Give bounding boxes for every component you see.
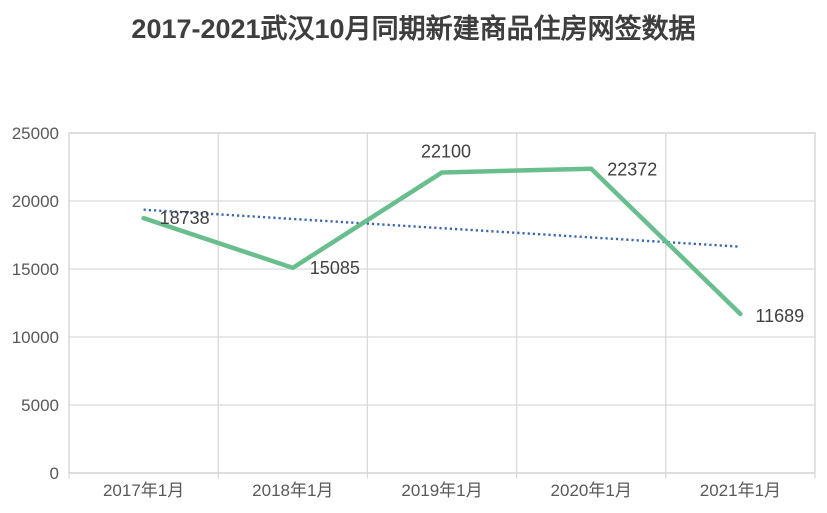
y-axis-label: 5000 (21, 396, 59, 415)
data-label: 15085 (310, 258, 360, 278)
y-axis-label: 15000 (12, 260, 59, 279)
data-label: 11689 (755, 306, 804, 326)
x-axis-label: 2018年1月 (252, 481, 333, 500)
plot-border (68, 132, 816, 474)
x-axis-label: 2020年1月 (551, 481, 632, 500)
series-line (141, 166, 743, 317)
data-label: 18738 (160, 208, 210, 228)
y-axis-label: 0 (50, 464, 59, 483)
x-axis-label: 2019年1月 (401, 481, 482, 500)
chart-title: 2017-2021武汉10月同期新建商品住房网签数据 (131, 14, 696, 44)
data-label: 22372 (607, 160, 657, 180)
data-label: 22100 (421, 141, 471, 161)
y-axis-label: 10000 (12, 328, 59, 347)
x-axis-label: 2021年1月 (700, 481, 781, 500)
x-axis-label: 2017年1月 (103, 481, 184, 500)
y-axis-label: 25000 (12, 124, 59, 143)
y-axis-label: 20000 (12, 192, 59, 211)
trendline (143, 208, 741, 248)
